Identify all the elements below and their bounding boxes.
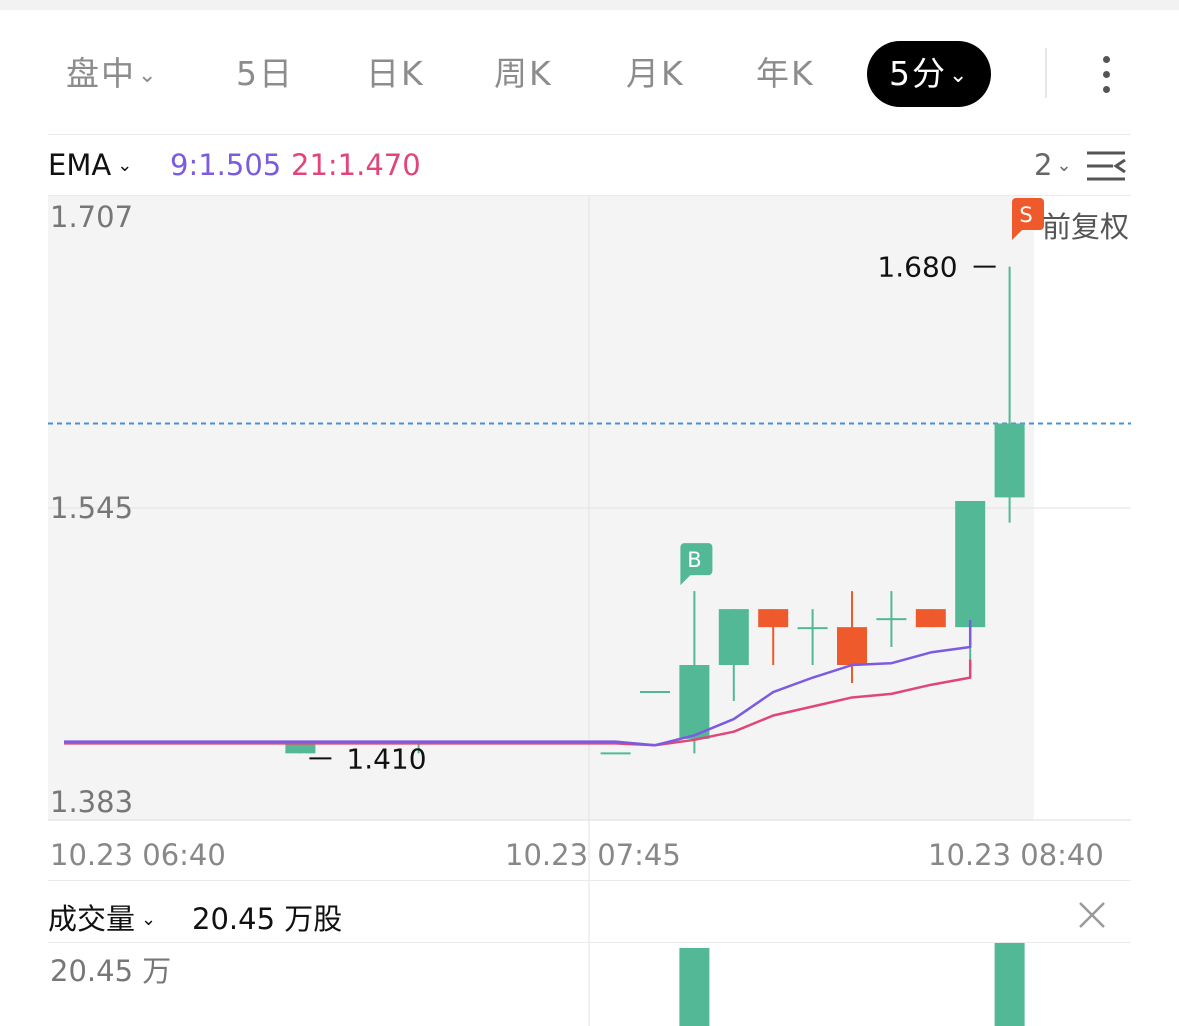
x-axis-label: 10.23 06:40 xyxy=(50,838,226,872)
chevron-down-icon: ⌄ xyxy=(949,63,970,88)
more-dot-icon xyxy=(1103,56,1110,63)
volume-bar xyxy=(679,948,710,1026)
tab-monthly-k[interactable]: 月K xyxy=(626,38,685,110)
period-tabbar: 盘中⌄ 5日 日K 周K 月K 年K 5分⌄ xyxy=(0,38,1179,110)
chart-settings-icon[interactable] xyxy=(1085,146,1129,186)
tab-label: 日K xyxy=(366,54,425,93)
tab-5day[interactable]: 5日 xyxy=(236,38,294,110)
chevron-down-icon: ⌄ xyxy=(141,909,157,930)
chevron-down-icon: ⌄ xyxy=(1056,155,1072,176)
volume-selector[interactable]: 成交量 ⌄ xyxy=(48,896,156,938)
x-axis-label: 10.23 07:45 xyxy=(505,838,681,872)
chevron-down-icon: ⌄ xyxy=(117,155,133,176)
ema9-value: 9:1.505 xyxy=(170,148,282,182)
tab-weekly-k[interactable]: 周K xyxy=(494,38,553,110)
divider xyxy=(48,195,1131,196)
tab-label: 周K xyxy=(494,54,553,93)
volume-label: 成交量 xyxy=(48,902,136,936)
more-menu-button[interactable] xyxy=(1090,50,1124,98)
volume-bar xyxy=(994,943,1025,1026)
y-axis-label: 1.707 xyxy=(50,200,134,234)
divider xyxy=(48,942,1131,943)
top-strip xyxy=(0,0,1179,10)
chevron-down-icon: ⌄ xyxy=(138,63,159,88)
tab-divider xyxy=(1045,48,1047,98)
tab-intraday[interactable]: 盘中⌄ xyxy=(66,38,158,110)
volume-axis-label: 20.45 万 xyxy=(50,954,172,988)
tab-yearly-k[interactable]: 年K xyxy=(756,38,815,110)
indicator-selector[interactable]: EMA ⌄ xyxy=(48,148,132,182)
y-axis-label: 1.545 xyxy=(50,491,134,525)
more-dot-icon xyxy=(1103,86,1110,93)
tab-label: 月K xyxy=(626,54,685,93)
tab-5min[interactable]: 5分⌄ xyxy=(867,41,992,107)
tab-label: 5分 xyxy=(889,54,947,93)
indicator-name: EMA xyxy=(48,148,112,182)
ema21-value: 21:1.470 xyxy=(291,148,421,182)
indicator-row: EMA ⌄ 9:1.505 21:1.470 2 ⌄ xyxy=(48,140,1131,192)
tab-daily-k[interactable]: 日K xyxy=(366,38,425,110)
divider xyxy=(48,880,1131,881)
close-icon[interactable] xyxy=(1076,900,1108,930)
multiplier-value: 2 xyxy=(1034,148,1053,182)
divider xyxy=(48,134,1131,135)
x-axis-label: 10.23 08:40 xyxy=(928,838,1104,872)
kline-chart-area[interactable] xyxy=(48,196,1034,820)
volume-row: 成交量 ⌄ 20.45 万股 xyxy=(48,890,1131,940)
tab-label: 盘中 xyxy=(66,54,136,93)
volume-value: 20.45 万股 xyxy=(192,902,343,936)
tab-label: 年K xyxy=(756,54,815,93)
y-axis-label: 1.383 xyxy=(50,785,134,819)
price-adjust-label[interactable]: 前复权 xyxy=(1042,210,1130,244)
tab-label: 5日 xyxy=(236,54,294,93)
chart-multiplier-selector[interactable]: 2 ⌄ xyxy=(1034,148,1072,182)
more-dot-icon xyxy=(1103,71,1110,78)
